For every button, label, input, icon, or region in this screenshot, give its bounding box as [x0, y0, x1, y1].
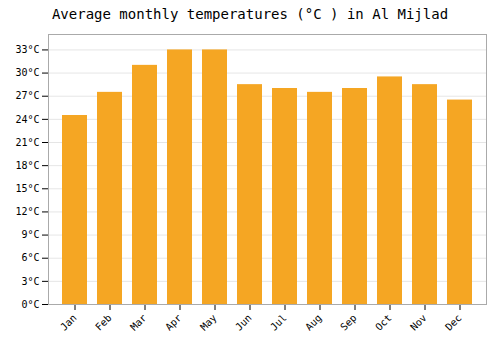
svg-text:0°C: 0°C [21, 299, 39, 310]
svg-text:Jun: Jun [233, 312, 254, 333]
svg-text:30°C: 30°C [15, 67, 39, 78]
html-text:Average monthly temperatures (: Average monthly temperatures (°C ) in Al… [51, 6, 449, 22]
svg-text:Mar: Mar [128, 312, 149, 333]
svg-text:27°C: 27°C [15, 90, 39, 101]
svg-text:Feb: Feb [93, 312, 114, 333]
svg-text:33°C: 33°C [15, 44, 39, 55]
svg-text:Apr: Apr [163, 312, 184, 333]
svg-text:6°C: 6°C [21, 252, 39, 263]
svg-text:21°C: 21°C [15, 137, 39, 148]
svg-text:Dec: Dec [443, 312, 464, 333]
svg-text:Nov: Nov [408, 312, 429, 333]
svg-text:Oct: Oct [373, 312, 394, 333]
svg-text:May: May [198, 312, 219, 333]
svg-text:3°C: 3°C [21, 276, 39, 287]
svg-text:9°C: 9°C [21, 229, 39, 240]
svg-text:Jul: Jul [268, 312, 289, 333]
svg-text:Sep: Sep [338, 312, 359, 333]
svg-text:Aug: Aug [303, 312, 324, 333]
svg-text:12°C: 12°C [15, 206, 39, 217]
svg-text:Jan: Jan [58, 312, 79, 333]
svg-text:18°C: 18°C [15, 160, 39, 171]
svg-text:24°C: 24°C [15, 114, 39, 125]
svg-text:15°C: 15°C [15, 183, 39, 194]
